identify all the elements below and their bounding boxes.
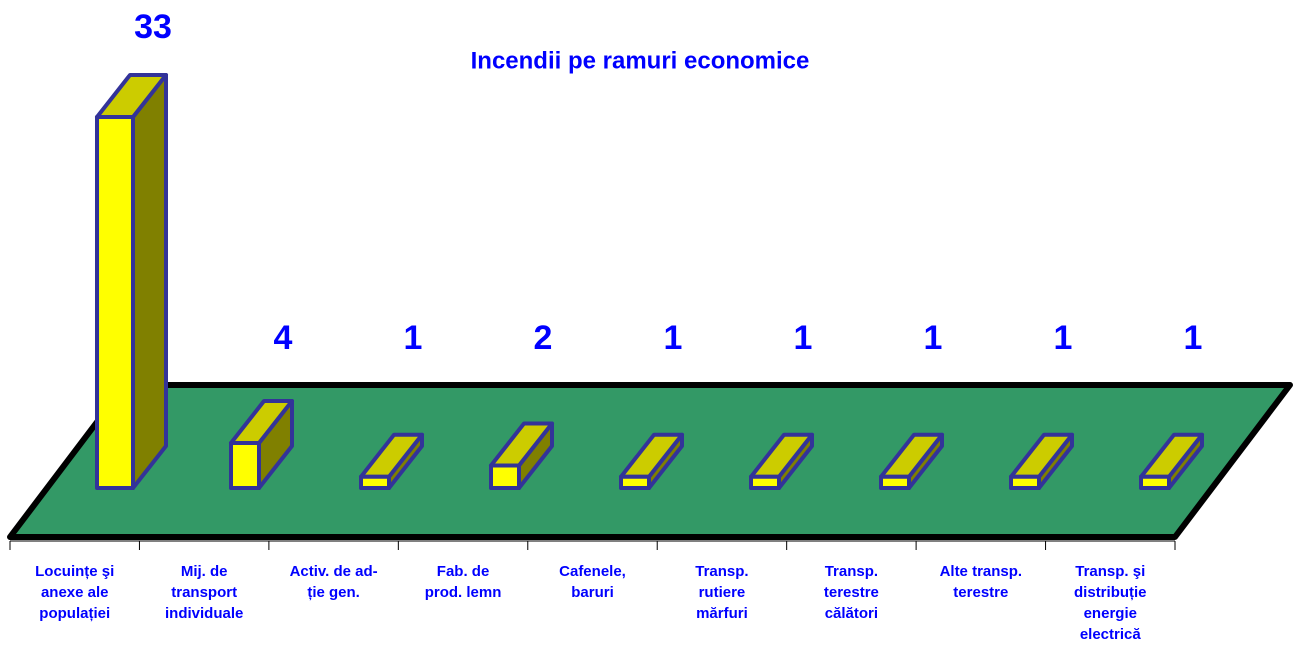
bar (749, 474, 781, 490)
x-tick-label: rutiere (699, 584, 746, 601)
bar (619, 474, 651, 490)
value-label: 1 (1054, 319, 1073, 357)
x-tick-label: Activ. de ad- (290, 563, 378, 580)
x-tick-label: Transp. şi (1075, 563, 1145, 580)
value-label: 33 (134, 8, 172, 46)
value-label: 4 (274, 319, 293, 357)
x-tick-label: Cafenele, (559, 563, 626, 580)
x-tick-label: călători (825, 605, 878, 622)
x-tick-label: Transp. (825, 563, 878, 580)
bar (95, 115, 135, 490)
x-tick-label: electrică (1080, 626, 1142, 643)
bar (489, 463, 521, 490)
x-tick-label: mărfuri (696, 605, 748, 622)
chart-title: Incendii pe ramuri economice (471, 47, 810, 74)
x-tick-label: Transp. (695, 563, 748, 580)
x-tick-label: populației (39, 605, 110, 622)
x-tick-label: terestre (953, 584, 1008, 601)
value-label: 1 (1184, 319, 1203, 357)
x-tick-label: prod. lemn (425, 584, 502, 601)
bar (229, 441, 261, 490)
x-tick-label: Mij. de (181, 563, 228, 580)
x-tick-label: baruri (571, 584, 614, 601)
x-tick-label: distribuție (1074, 584, 1147, 601)
x-tick-label: Alte transp. (940, 563, 1023, 580)
value-label: 1 (404, 319, 423, 357)
bar (1009, 474, 1041, 490)
x-tick-label: anexe ale (41, 584, 109, 601)
x-tick-label: individuale (165, 605, 243, 622)
x-tick-label: transport (171, 584, 237, 601)
bar (1139, 474, 1171, 490)
x-tick-label: Fab. de (437, 563, 490, 580)
x-tick-label: energie (1084, 605, 1137, 622)
x-tick-label: Locuințe şi (35, 563, 114, 580)
value-label: 1 (664, 319, 683, 357)
value-label: 2 (534, 319, 553, 357)
bar (359, 474, 391, 490)
x-tick-label: terestre (824, 584, 879, 601)
value-label: 1 (794, 319, 813, 357)
bar (879, 474, 911, 490)
x-tick-label: ție gen. (307, 584, 360, 601)
value-label: 1 (924, 319, 943, 357)
bar-side (131, 73, 168, 490)
